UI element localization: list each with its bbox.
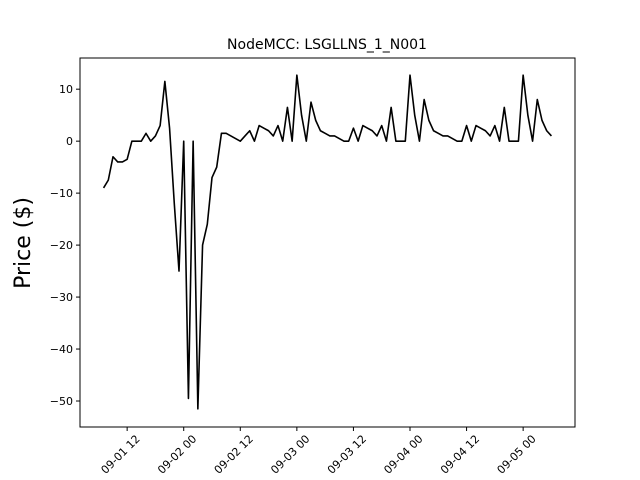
x-tick-label: 09-04 00 (381, 432, 425, 476)
x-tick-label: 09-02 00 (155, 432, 199, 476)
y-tick-label: 10 (59, 83, 73, 96)
y-tick-label: −30 (50, 291, 73, 304)
x-tick-label: 09-02 12 (212, 432, 256, 476)
chart-title: NodeMCC: LSGLLNS_1_N001 (227, 37, 427, 53)
x-tick-label: 09-03 00 (268, 432, 312, 476)
y-tick-label: −50 (50, 395, 73, 408)
series-line (102, 74, 553, 410)
y-tick-label: −20 (50, 239, 73, 252)
x-tick-label: 09-05 00 (495, 432, 539, 476)
plot-frame (79, 57, 576, 428)
y-axis-label: Price ($) (11, 197, 36, 289)
x-tick-label: 09-03 12 (325, 432, 369, 476)
y-tick-label: 0 (66, 135, 73, 148)
y-tick-label: −40 (50, 343, 73, 356)
x-tick-label: 09-01 12 (99, 432, 143, 476)
y-tick-label: −10 (50, 187, 73, 200)
x-tick-label: 09-04 12 (438, 432, 482, 476)
